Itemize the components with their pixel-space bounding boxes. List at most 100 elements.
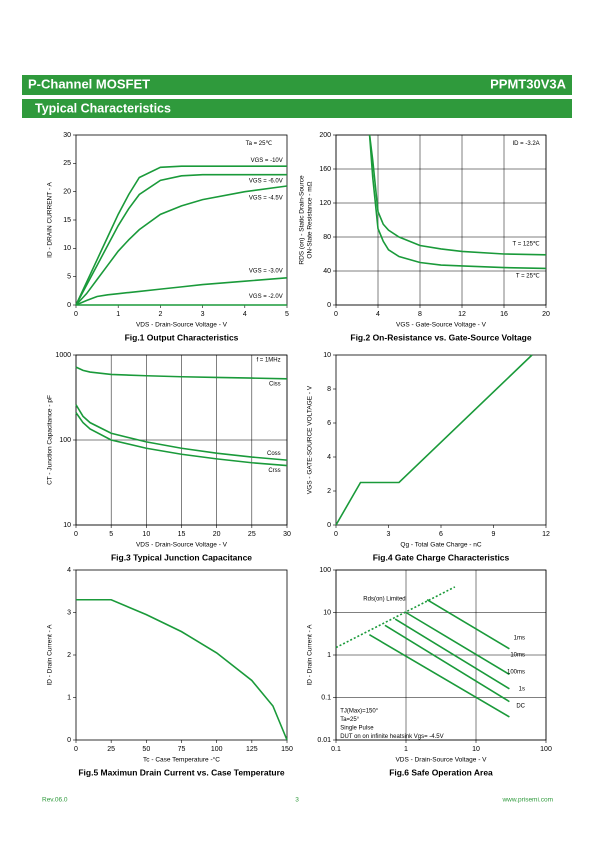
- chart-title: Fig.6 Safe Operation Area: [389, 767, 493, 777]
- plot-frame: [335, 134, 547, 306]
- y-tick-label: 0.1: [321, 694, 331, 701]
- plot-frame: [75, 569, 288, 741]
- annotation: Ta = 25℃: [246, 141, 273, 147]
- x-tick-label: 6: [439, 531, 443, 538]
- x-axis-label: VDS - Drain-Source Voltage - V: [136, 322, 228, 329]
- x-tick-label: 16: [500, 311, 508, 318]
- x-tick-label: 5: [285, 311, 289, 318]
- chart-title: Fig.2 On-Resistance vs. Gate-Source Volt…: [350, 332, 532, 342]
- x-tick-label: 12: [542, 531, 550, 538]
- y-tick-label: 120: [319, 200, 331, 207]
- y-tick-label: 0: [327, 522, 331, 529]
- x-tick-label: 3: [387, 531, 391, 538]
- footer-rev: Rev.06.0: [42, 797, 68, 804]
- annotation: DUT on on infinite heatsink Vgs= -4.5V: [340, 734, 443, 740]
- plot-frame: [335, 354, 547, 526]
- y-axis-label: ID - DRAIN CURRENT - A: [47, 181, 54, 257]
- series-label: Coss: [267, 451, 281, 457]
- series-label: VGS = -10V: [251, 158, 283, 164]
- x-tick-label: 2: [158, 311, 162, 318]
- x-tick-label: 20: [542, 311, 550, 318]
- y-tick-label: 2: [327, 488, 331, 495]
- x-tick-label: 0: [74, 531, 78, 538]
- x-tick-label: 100: [540, 746, 552, 753]
- section-bar: [22, 99, 572, 118]
- x-tick-label: 1: [404, 746, 408, 753]
- section-title: Typical Characteristics: [35, 101, 171, 115]
- series-label: VGS = -6.0V: [249, 178, 283, 184]
- y-tick-label: 1: [67, 694, 71, 701]
- x-tick-label: 150: [281, 746, 293, 753]
- annotation: Single Pulse: [340, 726, 374, 732]
- x-tick-label: 8: [418, 311, 422, 318]
- series-line: [75, 366, 288, 380]
- header-right: PPMT30V3A: [490, 76, 566, 91]
- x-axis-label: VGS - Gate-Source Voltage - V: [396, 322, 487, 329]
- series-line: [75, 277, 288, 306]
- y-axis-label: CT - Junction Capacitance - pF: [47, 395, 54, 485]
- series-label: 10ms: [510, 653, 525, 659]
- x-tick-label: 25: [107, 746, 115, 753]
- series-line: [384, 624, 510, 703]
- series-line: [368, 134, 547, 270]
- y-tick-label: 160: [319, 166, 331, 173]
- series-label: VGS = -3.0V: [249, 269, 283, 275]
- series-label: DC: [516, 704, 525, 710]
- y-tick-label: 80: [323, 234, 331, 241]
- y-axis-label: ID - Drain Current - A: [47, 624, 54, 686]
- y-tick-label: 40: [323, 268, 331, 275]
- series-line: [75, 404, 288, 461]
- x-axis-label: VDS - Drain-Source Voltage - V: [136, 542, 228, 549]
- x-tick-label: 10: [472, 746, 480, 753]
- y-axis-label: ID - Drain Current - A: [307, 624, 314, 686]
- x-tick-label: 10: [142, 531, 150, 538]
- series-label: 1ms: [514, 636, 525, 642]
- y-tick-label: 1000: [55, 352, 71, 359]
- x-tick-label: 20: [213, 531, 221, 538]
- series-label: Ciss: [269, 381, 281, 387]
- x-axis-label: VDS - Drain-Source Voltage - V: [395, 757, 487, 764]
- y-tick-label: 10: [323, 609, 331, 616]
- x-tick-label: 25: [248, 531, 256, 538]
- series-line: [426, 599, 510, 650]
- series-line: [75, 412, 288, 467]
- chart-title: Fig.1 Output Characteristics: [125, 332, 239, 342]
- y-tick-label: 5: [67, 274, 71, 281]
- series-label: 100ms: [507, 670, 525, 676]
- y-tick-label: 0: [327, 302, 331, 309]
- y-tick-label: 4: [67, 567, 71, 574]
- footer-site: www.prisemi.com: [501, 797, 553, 804]
- series-label: 1s: [519, 687, 525, 693]
- y-tick-label: 100: [319, 567, 331, 574]
- y-tick-label: 0.01: [317, 737, 331, 744]
- x-tick-label: 4: [376, 311, 380, 318]
- x-axis-label: Qg - Total Gate Charge - nC: [400, 542, 481, 549]
- series-line: [368, 134, 547, 256]
- series-label: Crss: [268, 468, 280, 474]
- y-tick-label: 200: [319, 132, 331, 139]
- x-axis-label: Tc - Case Temperature -°C: [143, 756, 220, 764]
- y-tick-label: 8: [327, 386, 331, 393]
- annotation: ID = -3.2A: [513, 141, 540, 147]
- y-tick-label: 25: [63, 160, 71, 167]
- series-line: [335, 354, 533, 526]
- x-tick-label: 9: [492, 531, 496, 538]
- series-label: Rds(on) Limited: [363, 596, 405, 602]
- series-line: [75, 173, 287, 306]
- y-tick-label: 4: [327, 454, 331, 461]
- y-tick-label: 30: [63, 132, 71, 139]
- series-line: [394, 618, 510, 690]
- x-tick-label: 0: [74, 746, 78, 753]
- series-line: [75, 185, 288, 306]
- annotation: f = 1MHz: [256, 358, 280, 364]
- series-label: VGS = -4.5V: [249, 195, 283, 201]
- x-tick-label: 15: [178, 531, 186, 538]
- x-tick-label: 125: [246, 746, 258, 753]
- x-tick-label: 75: [178, 746, 186, 753]
- x-tick-label: 4: [243, 311, 247, 318]
- annotation: TJ(Max)=150°: [340, 709, 379, 715]
- series-line: [75, 165, 287, 306]
- x-tick-label: 100: [211, 746, 223, 753]
- header-left: P-Channel MOSFET: [28, 76, 150, 91]
- x-tick-label: 1: [116, 311, 120, 318]
